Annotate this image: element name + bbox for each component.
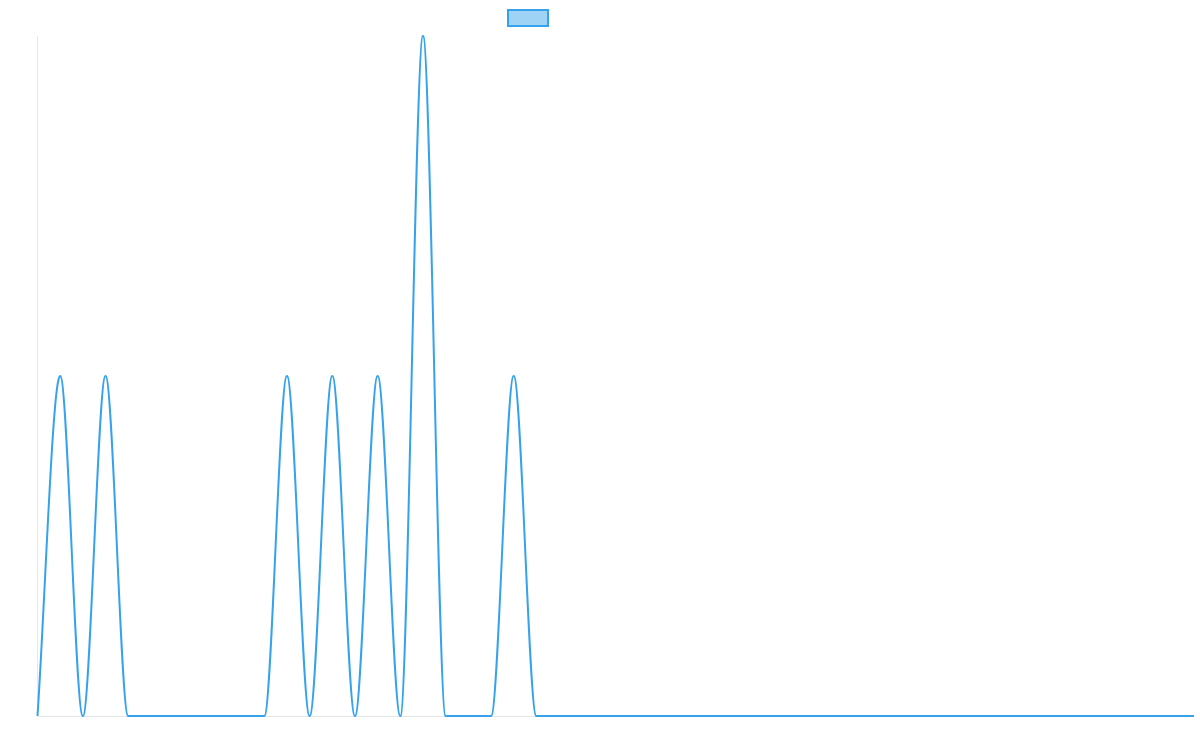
data-point-36[interactable] [846, 708, 862, 724]
data-point-4[interactable] [120, 708, 136, 724]
data-point-2[interactable] [75, 708, 91, 724]
data-point-19[interactable] [460, 708, 476, 724]
data-point-51[interactable] [1186, 708, 1200, 724]
data-point-39[interactable] [914, 708, 930, 724]
data-point-32[interactable] [755, 708, 771, 724]
data-point-21[interactable] [506, 368, 522, 384]
data-point-10[interactable] [256, 708, 272, 724]
legend-swatch-0[interactable] [507, 9, 549, 27]
data-point-28[interactable] [664, 708, 680, 724]
data-point-29[interactable] [687, 708, 703, 724]
data-point-23[interactable] [551, 708, 567, 724]
data-point-8[interactable] [211, 708, 227, 724]
data-point-7[interactable] [188, 708, 204, 724]
data-point-48[interactable] [1118, 708, 1134, 724]
data-point-20[interactable] [483, 708, 499, 724]
data-point-0[interactable] [30, 708, 46, 724]
data-point-12[interactable] [302, 708, 318, 724]
data-point-27[interactable] [642, 708, 658, 724]
data-point-31[interactable] [732, 708, 748, 724]
data-point-46[interactable] [1073, 708, 1089, 724]
data-point-18[interactable] [438, 708, 454, 724]
data-point-5[interactable] [143, 708, 159, 724]
data-point-38[interactable] [891, 708, 907, 724]
data-point-35[interactable] [823, 708, 839, 724]
series-line-0 [36, 35, 1194, 717]
data-point-34[interactable] [801, 708, 817, 724]
data-point-30[interactable] [710, 708, 726, 724]
data-point-25[interactable] [596, 708, 612, 724]
data-point-14[interactable] [347, 708, 363, 724]
data-point-45[interactable] [1050, 708, 1066, 724]
data-point-6[interactable] [166, 708, 182, 724]
data-point-47[interactable] [1095, 708, 1111, 724]
data-point-15[interactable] [370, 368, 386, 384]
data-point-17[interactable] [415, 28, 431, 44]
points-group [30, 28, 1200, 724]
data-point-37[interactable] [869, 708, 885, 724]
data-point-50[interactable] [1163, 708, 1179, 724]
data-point-9[interactable] [234, 708, 250, 724]
data-point-49[interactable] [1141, 708, 1157, 724]
data-point-16[interactable] [392, 708, 408, 724]
data-point-22[interactable] [528, 708, 544, 724]
data-point-42[interactable] [982, 708, 998, 724]
data-point-33[interactable] [778, 708, 794, 724]
data-point-44[interactable] [1027, 708, 1043, 724]
legend[interactable] [507, 9, 549, 27]
series-group [36, 35, 1194, 717]
data-point-24[interactable] [574, 708, 590, 724]
data-point-26[interactable] [619, 708, 635, 724]
data-point-11[interactable] [279, 368, 295, 384]
data-point-41[interactable] [959, 708, 975, 724]
data-point-40[interactable] [937, 708, 953, 724]
data-point-3[interactable] [98, 368, 114, 384]
data-point-43[interactable] [1005, 708, 1021, 724]
data-point-13[interactable] [324, 368, 340, 384]
data-point-1[interactable] [52, 368, 68, 384]
